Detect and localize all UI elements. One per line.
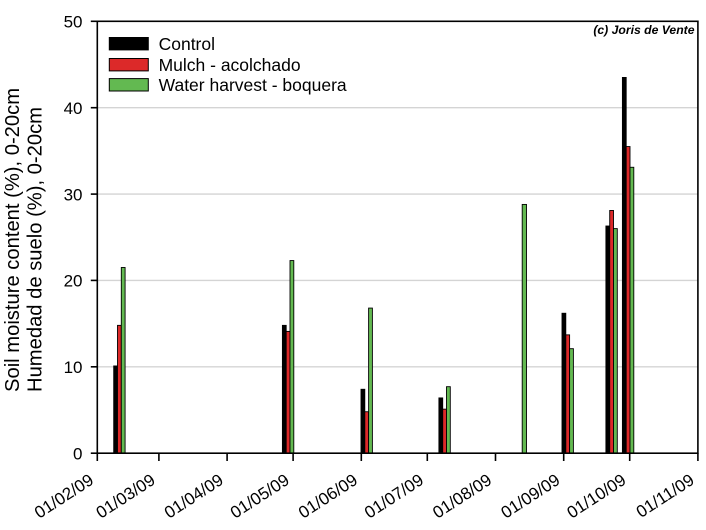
svg-text:(c) Joris de Vente: (c) Joris de Vente — [593, 23, 694, 37]
svg-text:Humedad de suelo (%), 0-20cm: Humedad de suelo (%), 0-20cm — [24, 107, 46, 392]
svg-text:Water harvest - boquera: Water harvest - boquera — [159, 75, 347, 95]
svg-text:50: 50 — [64, 13, 83, 32]
svg-text:10: 10 — [64, 358, 83, 377]
svg-text:Soil moisture content (%), 0-2: Soil moisture content (%), 0-20cm — [2, 88, 24, 392]
svg-text:30: 30 — [64, 185, 83, 204]
svg-text:40: 40 — [64, 99, 83, 118]
svg-text:Control: Control — [159, 34, 215, 54]
svg-text:Mulch - acolchado: Mulch - acolchado — [159, 55, 301, 75]
svg-text:0: 0 — [73, 444, 82, 463]
svg-text:20: 20 — [64, 272, 83, 291]
